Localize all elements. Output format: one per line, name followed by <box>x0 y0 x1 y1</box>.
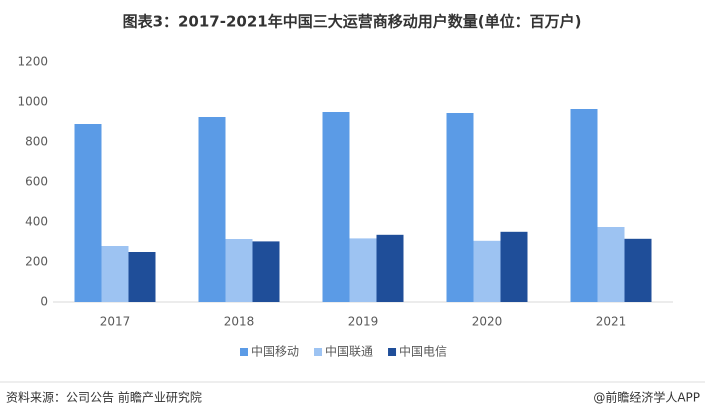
legend-swatch <box>388 348 397 356</box>
bar <box>376 234 404 302</box>
bar <box>225 239 253 302</box>
bar <box>128 252 156 302</box>
y-tick-label: 1200 <box>17 55 48 69</box>
x-tick-label: 2018 <box>224 315 255 329</box>
legend-swatch <box>240 348 248 356</box>
y-tick-label: 0 <box>40 295 48 309</box>
bar <box>473 240 501 302</box>
bar <box>624 238 652 302</box>
x-tick-label: 2019 <box>348 315 379 329</box>
bar <box>322 112 350 302</box>
y-tick-label: 1000 <box>17 95 48 109</box>
bar <box>349 238 377 302</box>
x-tick-label: 2020 <box>472 315 503 329</box>
chart-title: 图表3：2017-2021年中国三大运营商移动用户数量(单位：百万户) <box>123 13 582 31</box>
y-tick-label: 200 <box>25 255 48 269</box>
bar <box>198 117 226 302</box>
bar <box>446 113 474 302</box>
bar <box>570 109 598 302</box>
bar <box>101 246 129 302</box>
legend-label: 中国电信 <box>399 344 447 359</box>
legend-label: 中国移动 <box>251 344 299 359</box>
bar <box>597 227 625 302</box>
bar <box>252 241 280 302</box>
bar <box>74 124 102 302</box>
legend-label: 中国联通 <box>325 344 373 359</box>
y-tick-label: 400 <box>25 215 48 229</box>
x-tick-label: 2017 <box>100 315 131 329</box>
credit: @前瞻经济学人APP <box>593 390 700 405</box>
y-tick-label: 800 <box>25 135 48 149</box>
y-tick-label: 600 <box>25 175 48 189</box>
bar <box>500 231 528 302</box>
x-tick-label: 2021 <box>596 315 627 329</box>
legend-swatch <box>314 348 323 356</box>
source: 资料来源：公司公告 前瞻产业研究院 <box>6 390 202 405</box>
